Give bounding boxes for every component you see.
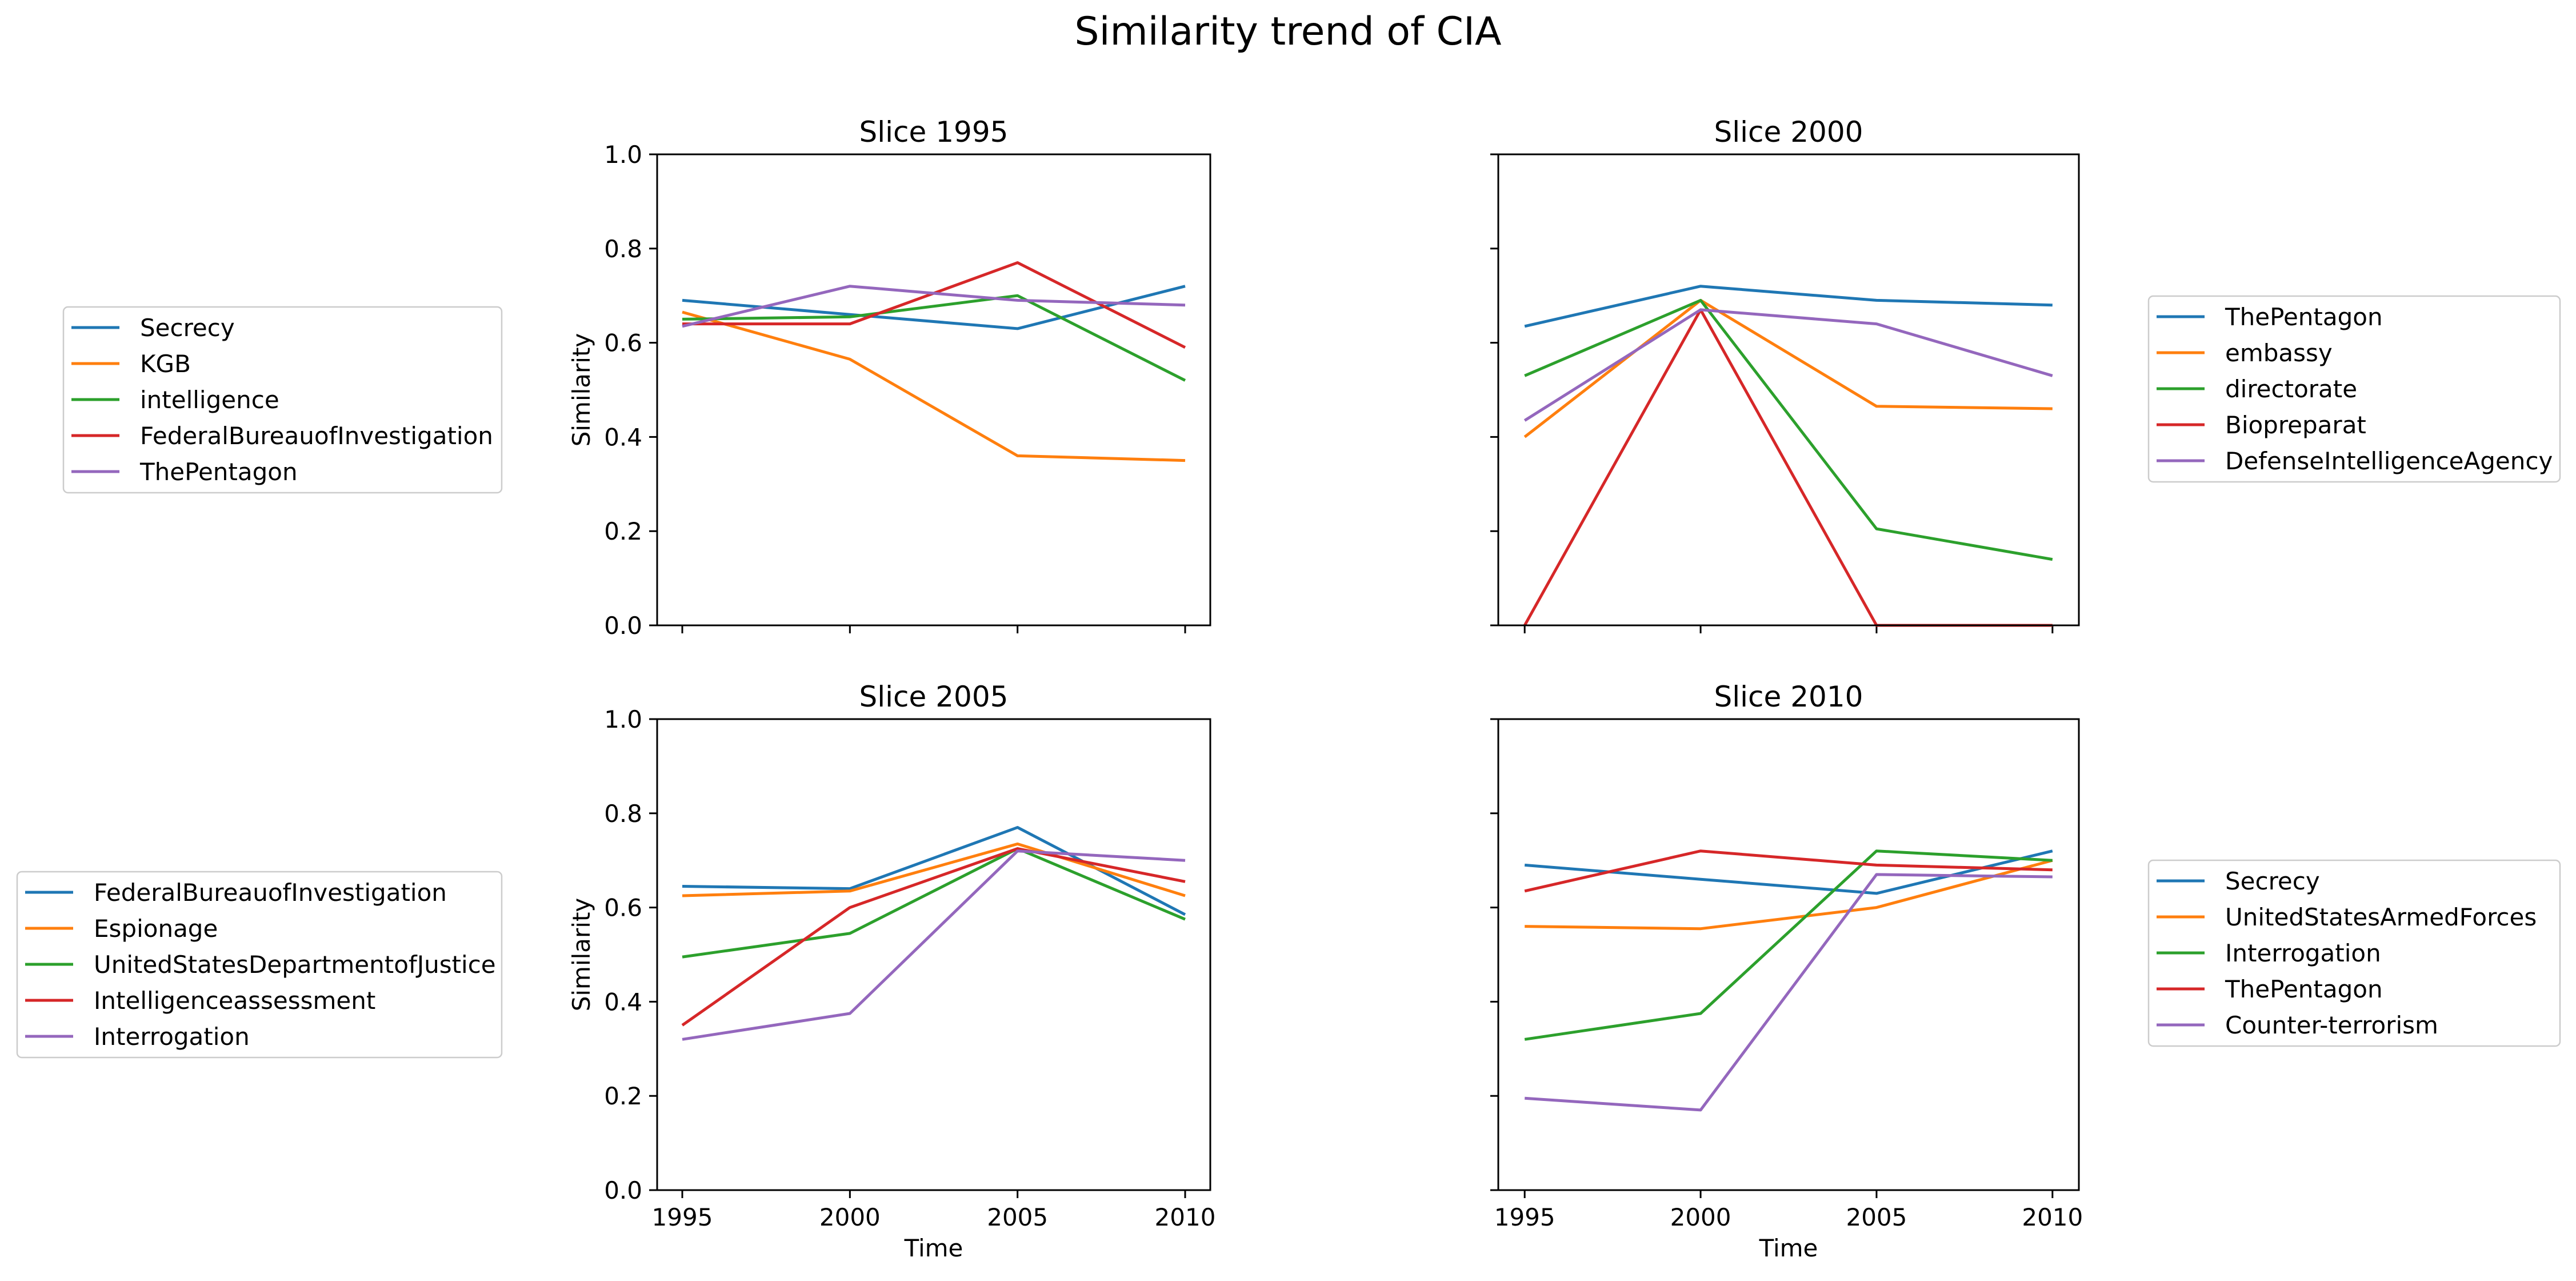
legend-label: Biopreparat <box>2225 411 2366 439</box>
y-tick-label: 1.0 <box>604 705 642 733</box>
series-group <box>681 826 1186 1041</box>
legend-label: UnitedStatesArmedForces <box>2225 903 2537 931</box>
legend-label: Intelligenceassessment <box>94 987 375 1015</box>
y-tick-label: 0.8 <box>604 800 642 828</box>
series-line-5 <box>682 849 1186 1041</box>
y-tick-label: 0.4 <box>604 988 642 1016</box>
legend-label: Secrecy <box>140 314 235 342</box>
legend: FederalBureauofInvestigation Espionage Uni… <box>16 871 503 1059</box>
legend-box <box>2147 295 2561 483</box>
legend-box <box>62 306 503 494</box>
series-line-4 <box>1524 849 2053 893</box>
series-line-1 <box>1524 285 2053 328</box>
legend-label: FederalBureauofInvestigation <box>140 422 493 450</box>
series-group <box>1524 849 2053 1112</box>
legend-label: KGB <box>140 350 191 378</box>
y-tick-label: 0.4 <box>604 423 642 451</box>
series-line-2 <box>682 842 1186 897</box>
y-tick-label: 0.6 <box>604 894 642 922</box>
series-line-2 <box>1523 298 2053 438</box>
panel-title: Slice 2010 <box>1714 680 1863 713</box>
series-line-5 <box>1523 308 2053 422</box>
y-tick-label: 0.8 <box>604 235 642 263</box>
series-line-3 <box>1524 849 2053 1041</box>
y-tick-label: 0.0 <box>604 612 642 640</box>
y-axis-label: Similarity <box>567 333 595 447</box>
legend-label: Counter-terrorism <box>2225 1011 2438 1039</box>
figure-title: Similarity trend of CIA <box>1074 9 1501 54</box>
panel-title: Slice 2005 <box>859 680 1009 713</box>
x-tick-label: 2010 <box>1155 1203 1216 1231</box>
panels: Slice 1995 0.0 0.2 0.4 0.6 0.8 1.0 Similarity Se… <box>16 115 2561 1262</box>
series-line-3 <box>682 847 1186 959</box>
axes-frame <box>656 718 1211 1191</box>
legend-label: DefenseIntelligenceAgency <box>2225 447 2553 475</box>
y-tick-label: 0.2 <box>604 1082 642 1110</box>
y-tick-label: 0.2 <box>604 517 642 545</box>
legend-label: embassy <box>2225 339 2333 367</box>
panel-2: Slice 2000 ThePentagon embassy directorate B… <box>1490 115 2561 633</box>
y-tick-label: 0.6 <box>604 329 642 357</box>
x-tick-label: 2000 <box>819 1203 881 1231</box>
legend: ThePentagon embassy directorate Biopreparat… <box>2147 295 2561 483</box>
series-line-2 <box>1525 859 2053 931</box>
x-axis-label: Time <box>904 1234 963 1262</box>
panel-3: Slice 2005 0.0 0.2 0.4 0.6 0.8 1.0 1995 2000 2005… <box>16 680 1216 1262</box>
series-line-5 <box>682 285 1186 328</box>
axes-frame <box>656 153 1211 626</box>
legend-label: ThePentagon <box>2225 975 2383 1003</box>
y-axis-label: Similarity <box>567 898 595 1012</box>
series-line-3 <box>682 294 1186 382</box>
series-line-5 <box>1525 873 2053 1112</box>
panel-1: Slice 1995 0.0 0.2 0.4 0.6 0.8 1.0 Similarity Se… <box>62 115 1211 640</box>
legend-label: Espionage <box>94 915 218 943</box>
y-tick-label: 1.0 <box>604 141 642 169</box>
legend-label: ThePentagon <box>139 458 298 486</box>
legend-label: directorate <box>2225 375 2357 403</box>
x-tick-label: 2000 <box>1670 1203 1731 1231</box>
legend: Secrecy KGB intelligence FederalBureauofInv… <box>62 306 503 494</box>
axes-frame <box>1497 153 2080 626</box>
x-tick-label: 2005 <box>987 1203 1048 1231</box>
legend-label: UnitedStatesDepartmentofJustice <box>94 951 496 979</box>
legend-box <box>2147 859 2561 1047</box>
panel-4: Slice 2010 1995 2000 2005 2010 Time Secrecy Uni… <box>1490 680 2561 1262</box>
y-tick-label: 0.0 <box>604 1176 642 1204</box>
legend-label: ThePentagon <box>2225 303 2383 331</box>
panel-title: Slice 2000 <box>1714 115 1863 149</box>
x-tick-label: 2005 <box>1846 1203 1907 1231</box>
series-group <box>1523 285 2053 627</box>
legend-label: intelligence <box>140 386 279 414</box>
series-group <box>682 261 1186 462</box>
legend-label: Interrogation <box>94 1023 250 1051</box>
x-tick-label: 1995 <box>1494 1203 1555 1231</box>
series-line-3 <box>1524 298 2053 561</box>
legend: Secrecy UnitedStatesArmedForces Interrogat… <box>2147 859 2561 1047</box>
legend-label: Interrogation <box>2225 939 2381 967</box>
x-tick-label: 1995 <box>652 1203 713 1231</box>
legend-box <box>16 871 503 1059</box>
series-line-2 <box>682 310 1186 462</box>
panel-title: Slice 1995 <box>859 115 1009 149</box>
legend-label: FederalBureauofInvestigation <box>94 879 447 907</box>
x-axis-label: Time <box>1759 1234 1818 1262</box>
legend-label: Secrecy <box>2225 867 2320 895</box>
x-tick-label: 2010 <box>2022 1203 2083 1231</box>
series-line-4 <box>681 847 1186 1027</box>
axes-frame <box>1497 718 2080 1191</box>
